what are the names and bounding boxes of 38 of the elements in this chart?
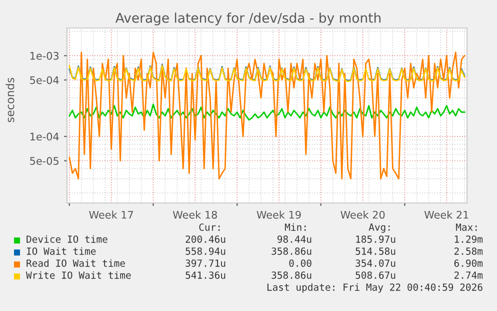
text: 514.58u — [356, 247, 396, 255]
x-tick-label: Week 17 — [89, 210, 133, 219]
y-tick-label: 1e-04 — [30, 132, 59, 141]
y-axis-title: seconds — [6, 78, 14, 122]
y-tick-label: 5e-04 — [30, 76, 59, 84]
y-tick-label: 1e-03 — [30, 52, 59, 60]
text: 2.58m — [454, 247, 483, 255]
x-tick-label: Week 19 — [256, 210, 301, 219]
legend-label: Write IO Wait time — [26, 271, 131, 279]
legend-label: IO Wait time — [26, 247, 96, 255]
x-tick-label: Week 18 — [172, 210, 217, 219]
line-series — [68, 52, 466, 180]
text: 1.29m — [454, 235, 483, 243]
text: 185.97u — [356, 235, 396, 243]
text: 0.00 — [289, 259, 312, 267]
text: 200.46u — [186, 235, 226, 243]
text: 541.36u — [186, 271, 226, 279]
line-series — [68, 104, 466, 121]
text: 358.86u — [272, 247, 312, 255]
legend-label: Device IO time — [26, 235, 108, 243]
text: 397.71u — [186, 259, 226, 267]
y-tick-label: 5e-05 — [30, 156, 58, 165]
text: Cur: — [199, 223, 220, 231]
text: 6.90m — [454, 259, 483, 267]
text: 2.74m — [454, 271, 483, 279]
text: Max: — [456, 224, 477, 231]
text: Avg: — [368, 224, 390, 233]
text: 98.44u — [277, 235, 312, 243]
text: 508.67u — [356, 271, 396, 279]
chart-title: Average latency for /dev/sda - by month — [115, 12, 381, 26]
text: 358.86u — [272, 271, 312, 279]
legend-label: Read IO Wait time — [26, 259, 125, 267]
x-tick-label: Week 20 — [340, 210, 385, 219]
text: Last update: Fri May 22 00:40:59 2026 — [267, 283, 482, 293]
text: 354.07u — [356, 259, 396, 267]
text: 558.94u — [186, 247, 226, 255]
x-tick-label: Week 21 — [424, 210, 468, 219]
text: Min: — [284, 223, 306, 231]
